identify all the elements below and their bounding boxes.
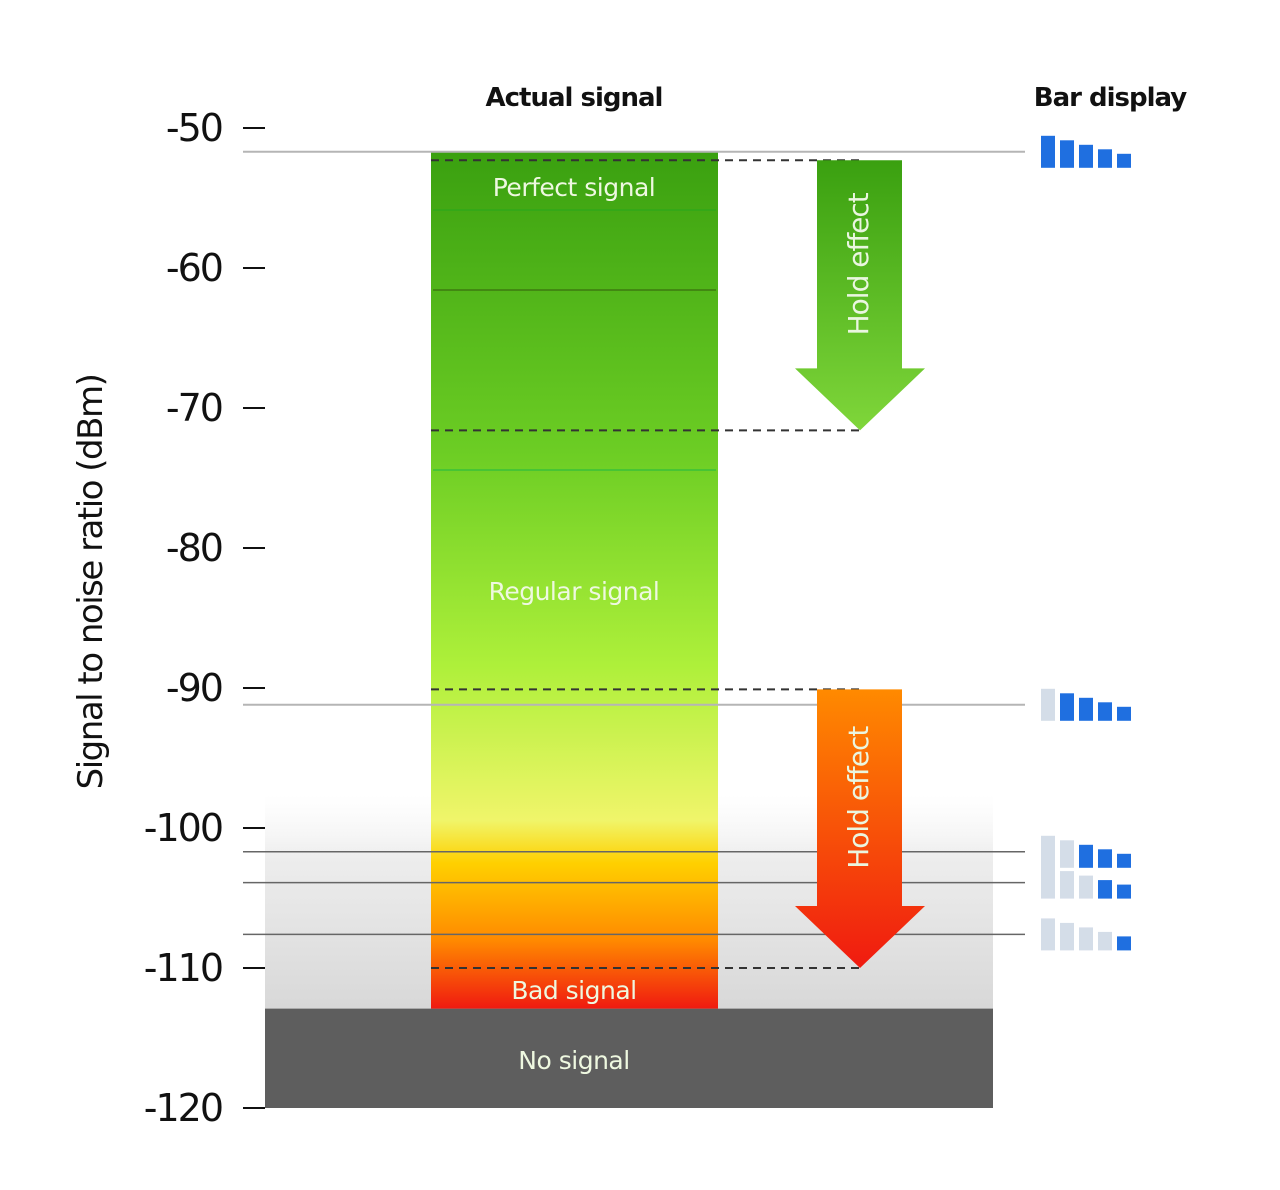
- signal-bar-icon: [1041, 835, 1055, 868]
- signal-bar-icon: [1117, 936, 1131, 951]
- bar-display-header: Bar display: [1034, 83, 1188, 113]
- signal-bar-icon: [1079, 844, 1093, 868]
- signal-bar-icon: [1041, 866, 1055, 899]
- y-tick-label: -60: [166, 246, 222, 290]
- y-tick-label: -50: [166, 106, 222, 150]
- signal-bar-icon: [1079, 144, 1093, 168]
- signal-bar-icon: [1117, 853, 1131, 868]
- signal-bar: [431, 151, 718, 1009]
- signal-bar-icon: [1098, 702, 1112, 721]
- hold-effect-arrow: [795, 160, 925, 431]
- y-axis-label: Signal to noise ratio (dBm): [71, 375, 111, 790]
- signal-bar-icon: [1041, 918, 1055, 951]
- signal-bar-icon: [1079, 697, 1093, 721]
- signal-bar-icon: [1060, 140, 1074, 168]
- signal-bar-icon: [1079, 875, 1093, 899]
- signal-bar-icon: [1060, 871, 1074, 899]
- signal-bar-icon: [1117, 884, 1131, 899]
- hold-effect-arrow: [795, 689, 925, 968]
- zone-label: Bad signal: [511, 976, 636, 1005]
- y-tick-label: -70: [166, 386, 222, 430]
- signal-bar-icon: [1098, 849, 1112, 868]
- signal-bar-icon: [1041, 135, 1055, 168]
- y-tick-label: -80: [166, 526, 222, 570]
- signal-bar-icon: [1041, 688, 1055, 721]
- zone-label: Perfect signal: [493, 173, 655, 202]
- signal-bar-icon: [1079, 927, 1093, 951]
- signal-bar-icon: [1060, 693, 1074, 721]
- signal-bar-icon: [1117, 706, 1131, 721]
- signal-bar-icon: [1060, 840, 1074, 868]
- signal-bar-icon: [1098, 149, 1112, 168]
- hold-effect-label: Hold effect: [842, 192, 875, 335]
- zone-label: No signal: [518, 1046, 629, 1075]
- signal-bar-icon: [1098, 880, 1112, 899]
- y-tick-label: -90: [166, 666, 222, 710]
- signal-bar-icon: [1098, 931, 1112, 951]
- no-signal-zone: [265, 1008, 993, 1108]
- y-tick-label: -120: [144, 1086, 222, 1130]
- zone-label: Regular signal: [489, 577, 660, 606]
- y-tick-label: -100: [144, 806, 222, 850]
- actual-signal-header: Actual signal: [486, 83, 663, 113]
- y-tick-label: -110: [144, 946, 222, 990]
- hold-effect-label: Hold effect: [842, 726, 875, 869]
- signal-bar-icon: [1060, 922, 1074, 951]
- signal-bar-icon: [1117, 153, 1131, 168]
